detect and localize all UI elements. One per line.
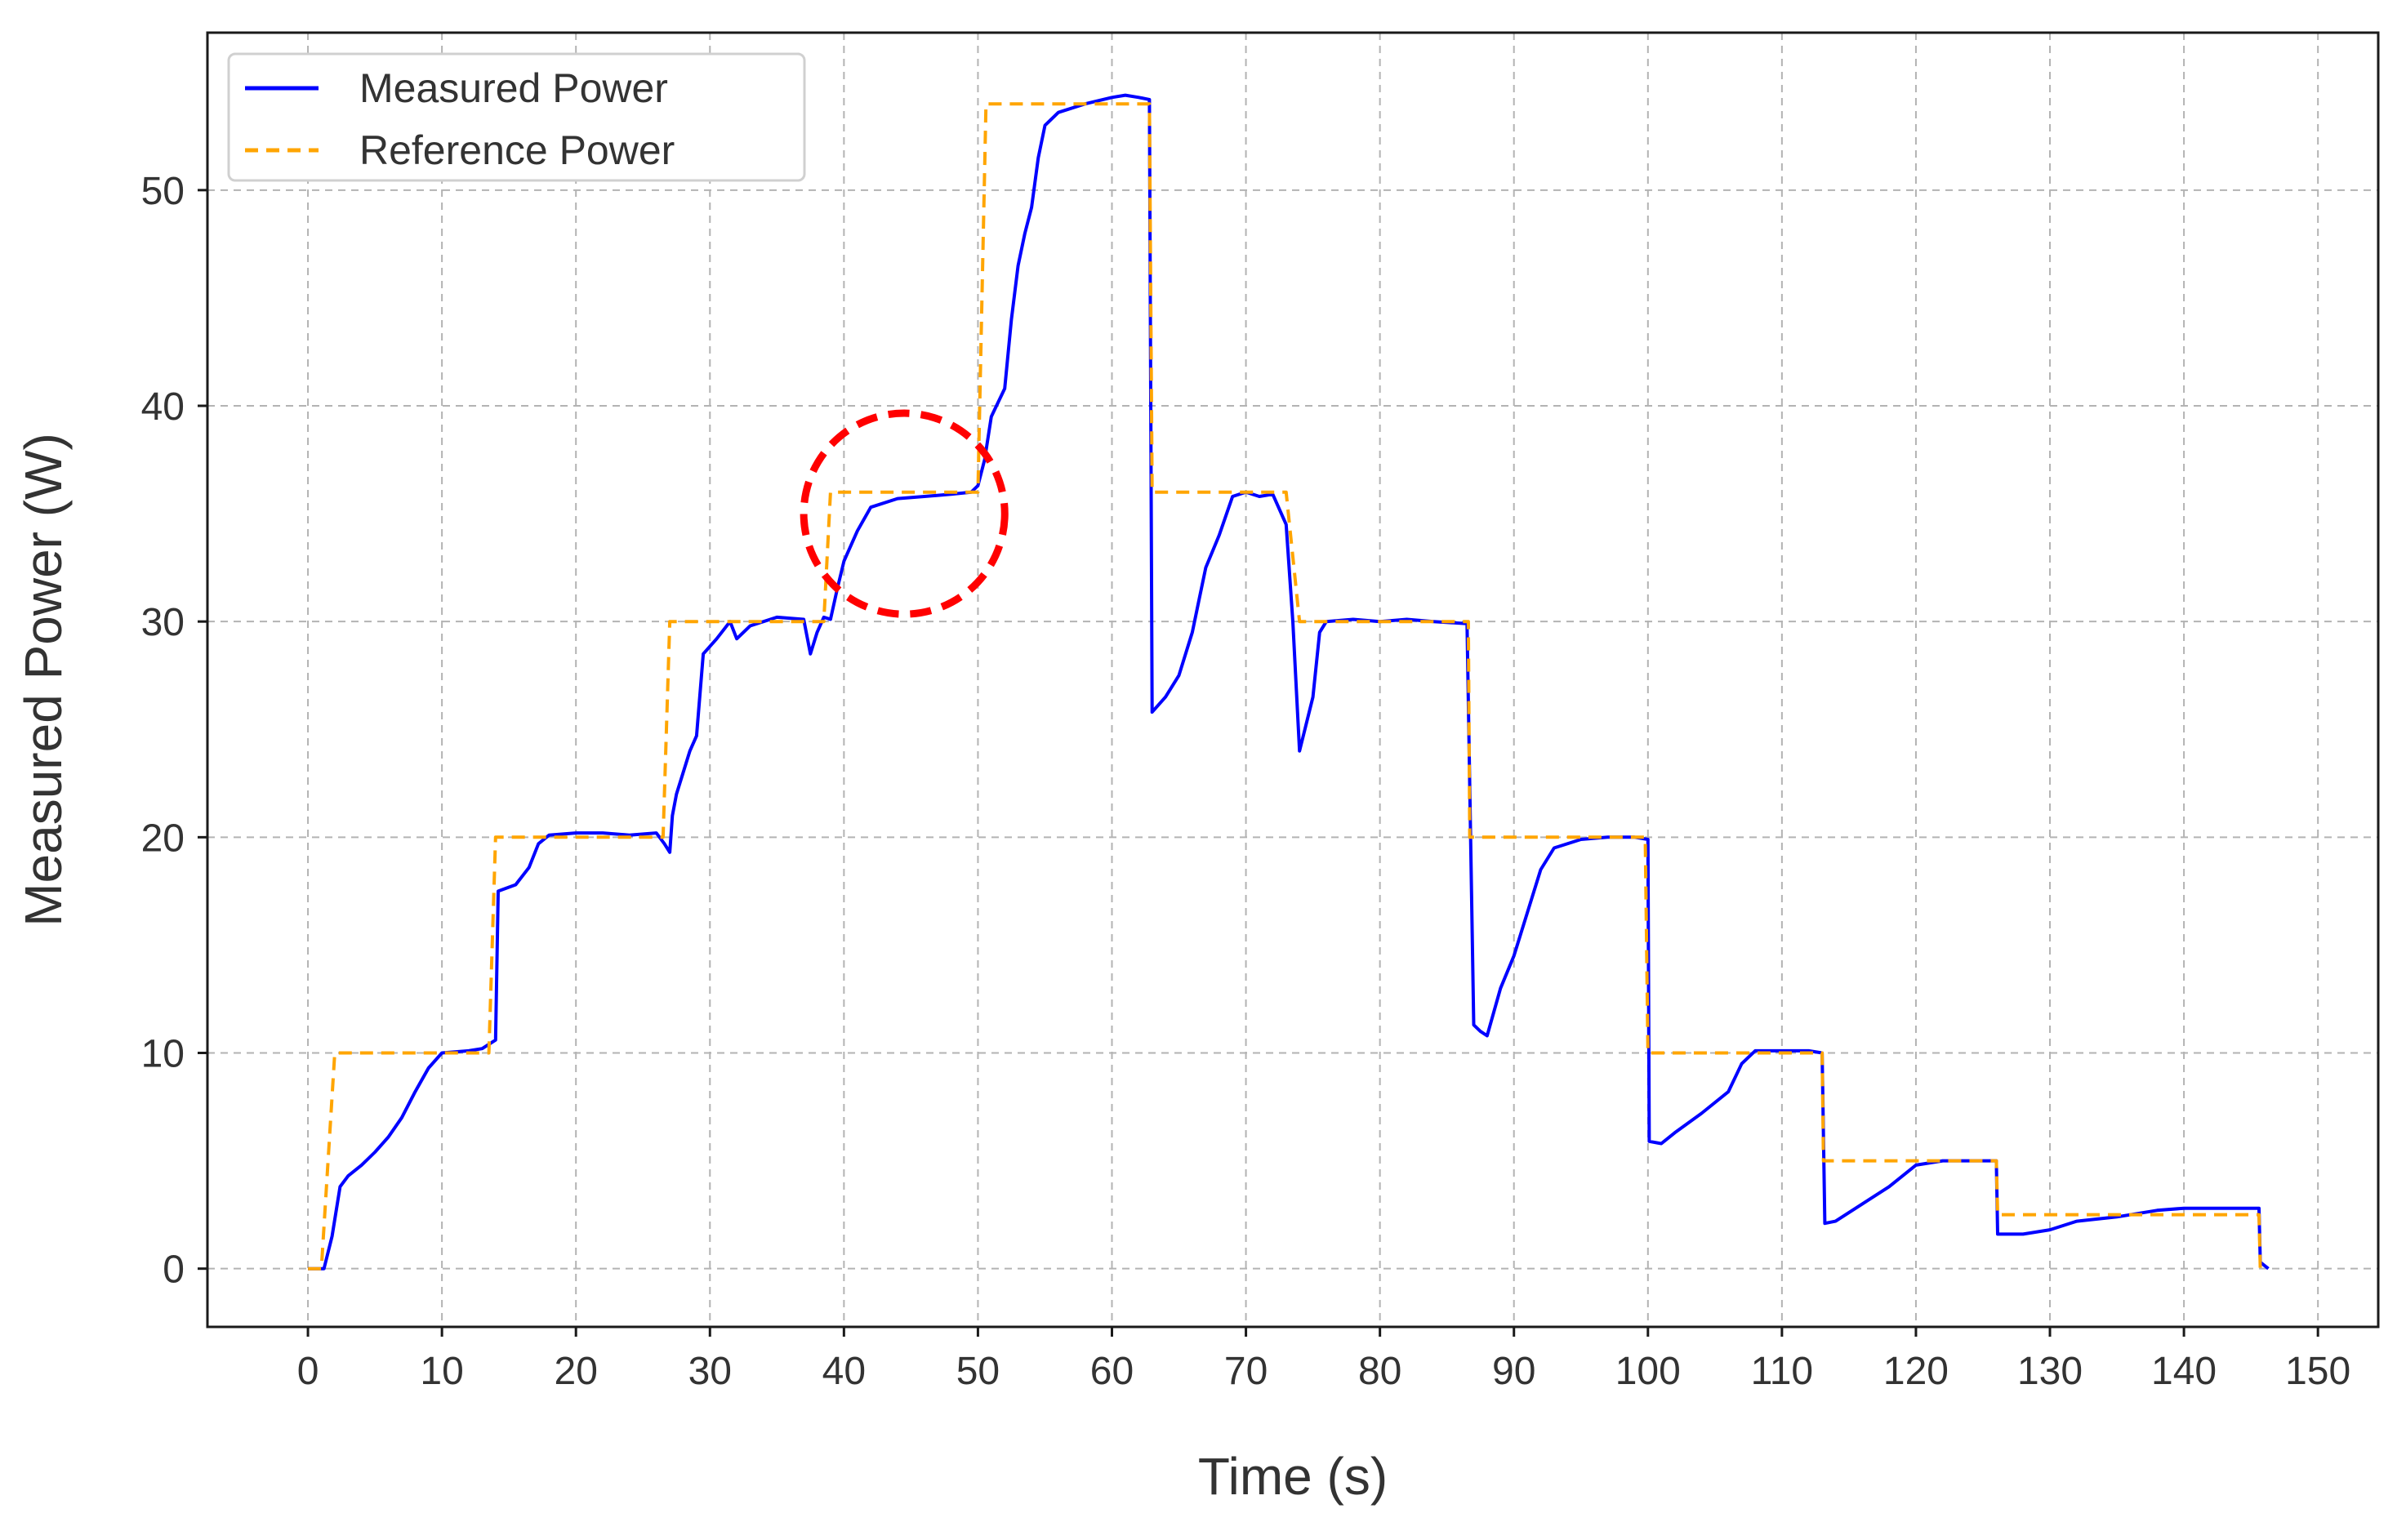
reference-power-line — [308, 102, 2262, 1271]
x-tick-label: 70 — [1224, 1350, 1268, 1393]
x-tick-label: 130 — [2017, 1350, 2083, 1393]
y-tick-label: 0 — [163, 1248, 185, 1292]
y-tick-label: 40 — [141, 385, 185, 429]
y-tick-label: 20 — [141, 817, 185, 860]
x-tick-label: 0 — [297, 1350, 319, 1393]
x-tick-label: 140 — [2151, 1350, 2217, 1393]
y-tick-label: 30 — [141, 601, 185, 644]
x-tick-label: 60 — [1090, 1350, 1134, 1393]
x-tick-label: 20 — [555, 1350, 598, 1393]
legend: Measured Power Reference Power — [227, 52, 806, 182]
annotation-layer — [800, 409, 1009, 618]
plot-frame — [206, 31, 2380, 1329]
x-tick-label: 40 — [822, 1350, 866, 1393]
y-tick-label: 10 — [141, 1033, 185, 1076]
x-axis-label: Time (s) — [1198, 1447, 1388, 1506]
x-tick-label: 50 — [956, 1350, 1000, 1393]
y-axis-ticks: 0 10 20 30 40 50 — [141, 170, 207, 1292]
highlight-circle — [800, 409, 1009, 618]
series-layer — [308, 93, 2270, 1271]
x-tick-label: 10 — [420, 1350, 463, 1393]
x-axis-ticks: 0 10 20 30 40 50 60 70 80 90 100 110 120 130 140 150 — [297, 1327, 2350, 1393]
x-tick-label: 30 — [688, 1350, 732, 1393]
x-tick-label: 120 — [1883, 1350, 1949, 1393]
x-tick-label: 90 — [1492, 1350, 1535, 1393]
measured-power-line — [308, 93, 2270, 1271]
y-tick-label: 50 — [141, 170, 185, 213]
legend-label: Reference Power — [359, 127, 675, 173]
legend-box — [227, 52, 806, 182]
x-tick-label: 150 — [2285, 1350, 2350, 1393]
y-axis-label: Measured Power (W) — [14, 433, 73, 927]
x-tick-label: 100 — [1615, 1350, 1681, 1393]
legend-label: Measured Power — [359, 65, 668, 111]
x-tick-label: 80 — [1358, 1350, 1401, 1393]
x-tick-label: 110 — [1751, 1350, 1814, 1393]
